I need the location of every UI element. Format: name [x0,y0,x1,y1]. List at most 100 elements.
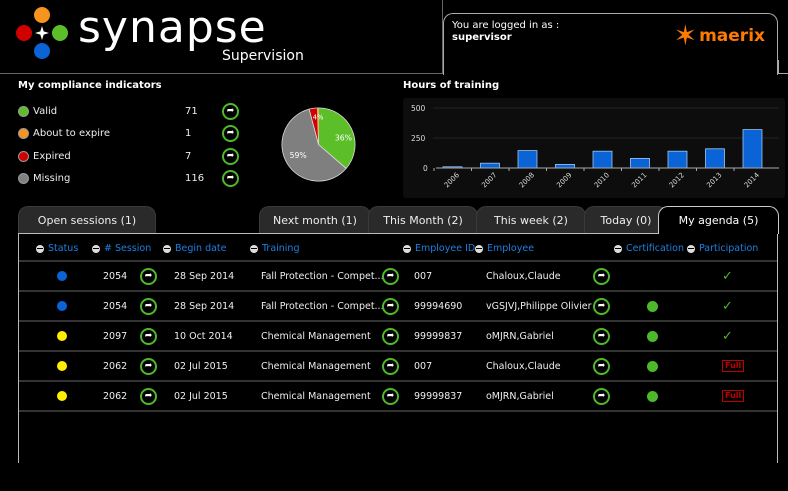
arrow-right-icon[interactable]: ➦ [593,297,610,315]
tab-next-month[interactable]: Next month (1) [259,206,371,233]
indicator-label: Valid [33,105,58,117]
y-tick-label: 500 [411,104,426,113]
training-name: Chemical Management [261,360,371,372]
arrow-right-icon[interactable]: ➦ [382,387,399,405]
compliance-indicator-list: Valid 71 ➦ About to expire 1 ➦ Expired 7… [18,100,248,190]
arrow-right-icon[interactable]: ➦ [593,267,610,285]
column-header-training[interactable]: Training [250,243,300,254]
bar-2013 [705,148,725,169]
tab-this-week[interactable]: This week (2) [476,206,586,233]
indicator-expired: Expired 7 ➦ [18,145,248,168]
bar-2010 [592,150,613,169]
begin-date: 02 Jul 2015 [174,390,228,402]
column-header-certification[interactable]: Certification [614,243,684,254]
column-label: Employee ID [415,243,476,254]
bar-2008 [517,150,538,169]
tab-my-agenda[interactable]: My agenda (5) [658,206,779,234]
column-label: Begin date [175,243,227,254]
pie-label-missing: 59% [290,151,307,160]
divider [443,60,444,75]
open-training-button[interactable]: ➦ [382,352,399,380]
status-dot-red-icon [18,150,29,162]
status-dot-icon [57,331,67,341]
collapse-icon [250,244,258,253]
indicator-count: 1 [185,128,192,140]
participation-cell: Full [722,352,745,380]
column-label: # Session [104,243,152,254]
arrow-right-icon[interactable]: ➦ [140,387,157,405]
participation-cell: Full [722,382,745,410]
open-session-button[interactable]: ➦ [140,262,157,290]
arrow-right-icon[interactable]: ➦ [140,297,157,315]
check-icon: ✓ [722,298,733,314]
employee-name: oMJRN,Gabriel [486,390,554,402]
open-session-button[interactable]: ➦ [140,352,157,380]
arrow-right-icon[interactable]: ➦ [382,327,399,345]
certification-cell [647,322,658,350]
logo-star-icon [35,26,49,40]
login-panel: You are logged in as : supervisor ✶ maer… [443,13,778,75]
open-session-button[interactable]: ➦ [140,382,157,410]
arrow-right-icon[interactable]: ➦ [382,357,399,375]
synapse-logo-icon [16,7,68,59]
open-training-button[interactable]: ➦ [382,292,399,320]
open-employee-button[interactable]: ➦ [593,352,610,380]
status-dot-gray-icon [18,173,29,185]
x-tick-label: 2011 [630,171,648,189]
open-employee-button[interactable]: ➦ [593,322,610,350]
open-training-button[interactable]: ➦ [382,262,399,290]
bar-2009 [555,164,575,169]
column-header-employee[interactable]: Employee [475,243,534,254]
tab-open-sessions[interactable]: Open sessions (1) [18,206,156,233]
arrow-right-icon[interactable]: ➦ [382,267,399,285]
employee-name: oMJRN,Gabriel [486,330,554,342]
open-session-button[interactable]: ➦ [140,292,157,320]
column-header-employee-id[interactable]: Employee ID [403,243,475,254]
bar-2011 [630,158,650,169]
arrow-right-icon[interactable]: ➦ [222,170,239,188]
open-employee-button[interactable]: ➦ [593,262,610,290]
arrow-right-icon[interactable]: ➦ [140,327,157,345]
open-session-button[interactable]: ➦ [140,322,157,350]
open-employee-button[interactable]: ➦ [593,292,610,320]
arrow-right-icon[interactable]: ➦ [593,387,610,405]
status-cell [57,262,67,290]
status-cell [57,322,67,350]
indicator-label: About to expire [33,128,111,140]
open-training-button[interactable]: ➦ [382,382,399,410]
participation-cell: ✓ [722,292,733,320]
collapse-icon [403,244,411,253]
pie-slice-about-to-expire [317,107,319,145]
arrow-right-icon[interactable]: ➦ [140,267,157,285]
tab-this-month[interactable]: This Month (2) [368,206,478,233]
tab-today[interactable]: Today (0) [584,206,668,233]
table-row: 2097 ➦ 10 Oct 2014 Chemical Management ➦… [19,322,777,352]
y-tick-label: 0 [423,164,428,173]
column-header-session[interactable]: # Session [92,243,151,254]
indicator-label: Expired [33,150,71,162]
column-header-begin-date[interactable]: Begin date [163,243,227,254]
arrow-right-icon[interactable]: ➦ [222,147,239,165]
column-header-status[interactable]: Status [36,243,78,254]
bar-2012 [667,150,688,169]
indicator-about-to-expire: About to expire 1 ➦ [18,123,248,146]
indicator-label: Missing [33,173,71,185]
begin-date: 28 Sep 2014 [174,270,235,282]
logo-dot-green [52,25,68,41]
arrow-right-icon[interactable]: ➦ [593,327,610,345]
pie-slice-valid [318,107,356,170]
arrow-right-icon[interactable]: ➦ [222,125,239,143]
open-employee-button[interactable]: ➦ [593,382,610,410]
open-training-button[interactable]: ➦ [382,322,399,350]
collapse-icon [163,244,171,253]
logo-dot-red [16,25,32,41]
table-row: 2062 ➦ 02 Jul 2015 Chemical Management ➦… [19,382,777,412]
arrow-right-icon[interactable]: ➦ [222,102,239,120]
column-header-participation[interactable]: Participation [687,243,758,254]
arrow-right-icon[interactable]: ➦ [140,357,157,375]
pie-label-valid: 36% [335,134,352,143]
arrow-right-icon[interactable]: ➦ [593,357,610,375]
participation-cell: ✓ [722,262,733,290]
certification-cell [647,382,658,410]
arrow-right-icon[interactable]: ➦ [382,297,399,315]
